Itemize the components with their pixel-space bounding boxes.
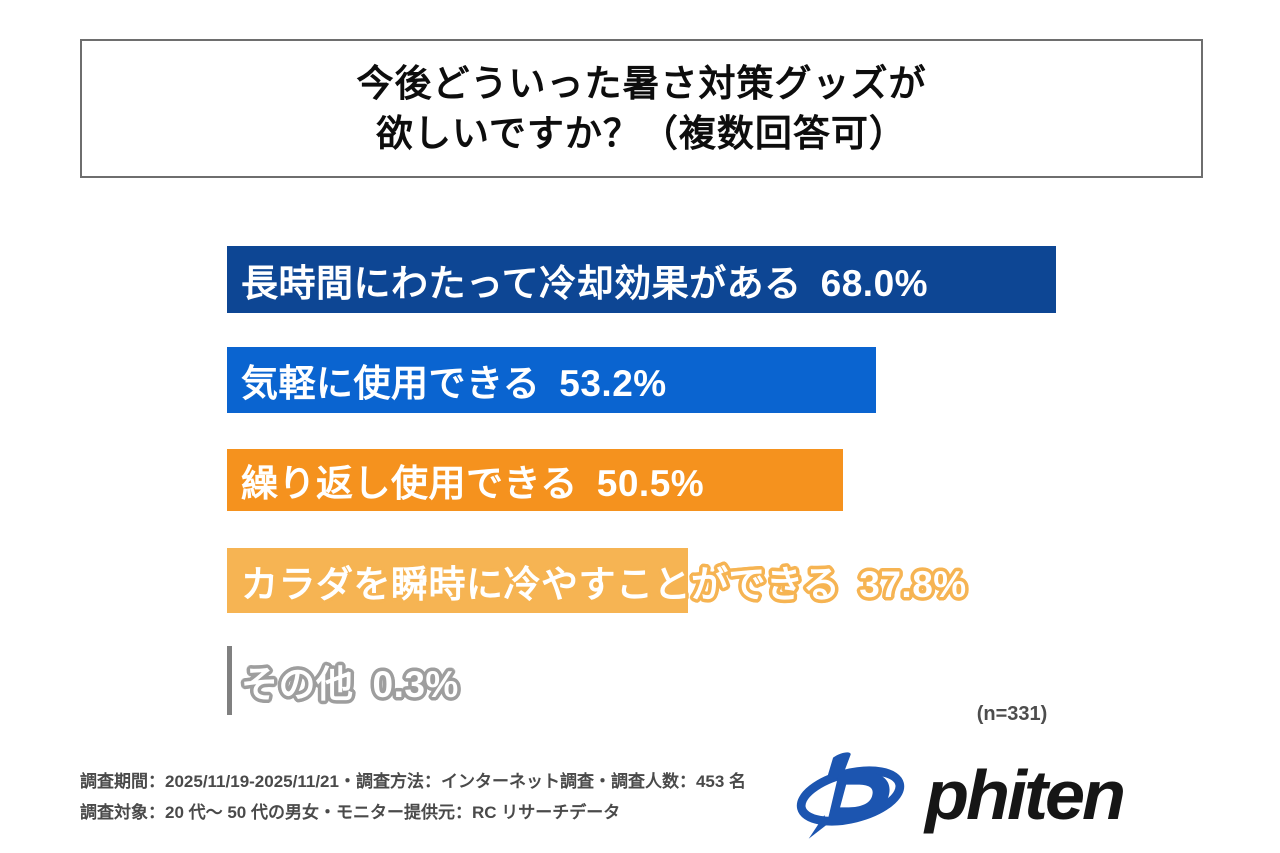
bar-label: その他 0.3% (241, 663, 459, 705)
bar-row: 繰り返し使用できる 50.5% (227, 449, 843, 511)
bar (227, 347, 876, 413)
bar-row: その他 0.3% (227, 646, 459, 715)
survey-footnotes: 調査期間：2025/11/19-2025/11/21・調査方法：インターネット調… (80, 766, 746, 828)
phiten-logo: phiten (793, 750, 1126, 842)
bar-label: 長時間にわたって冷却効果がある 68.0% (241, 262, 929, 304)
bar (227, 449, 843, 511)
phiten-logo-mark (796, 752, 905, 839)
page-title-line-2: 欲しいですか？（複数回答可） (376, 112, 907, 154)
bar-label: 気軽に使用できる 53.2% (241, 363, 667, 404)
bar-row: 長時間にわたって冷却効果がある 68.0% (227, 246, 1056, 313)
bar-label: カラダを瞬時に冷やすことができる 37.8% (241, 563, 967, 605)
bar (227, 548, 688, 613)
bar-row: 気軽に使用できる 53.2% (227, 347, 876, 413)
bar-chart: 長時間にわたって冷却効果がある 68.0% 気軽に使用できる 53.2% 繰り返し使… (227, 0, 1280, 730)
bar (227, 646, 232, 715)
phiten-wordmark: phiten (925, 757, 1126, 835)
page-title-line-1: 今後どういった暑さ対策グッズが (356, 62, 927, 104)
title-box: 今後どういった暑さ対策グッズが 欲しいですか？（複数回答可） (80, 39, 1203, 178)
sample-size-label: (n=331) (976, 703, 1048, 725)
bar (227, 246, 1056, 313)
footnote-line-2: 調査対象：20 代〜 50 代の男女・モニター提供元：RC リサーチデータ (80, 803, 621, 822)
footnote-line-1: 調査期間：2025/11/19-2025/11/21・調査方法：インターネット調… (80, 772, 747, 791)
bar-row: カラダを瞬時に冷やすことができる 37.8% (227, 548, 967, 613)
bar-label: 繰り返し使用できる 50.5% (241, 463, 705, 504)
